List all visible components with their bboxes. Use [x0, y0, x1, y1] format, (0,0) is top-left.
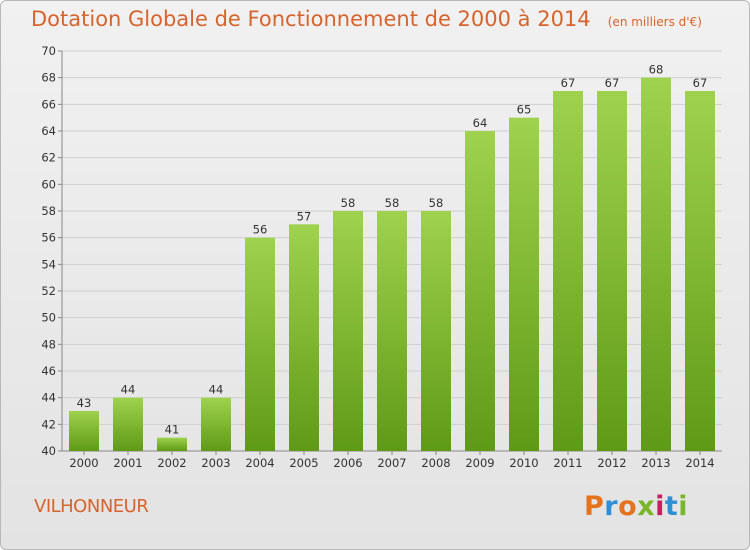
- data-label-2012: 67: [605, 76, 620, 90]
- y-tick-label: 58: [41, 204, 56, 218]
- bar-2012: [597, 91, 627, 451]
- data-label-2004: 56: [253, 223, 268, 237]
- chart-unit-note: (en milliers d'€): [607, 15, 702, 29]
- x-tick-label-2005: 2005: [289, 456, 318, 470]
- logo-letter: i: [655, 491, 665, 522]
- bar-2005: [289, 224, 319, 451]
- x-tick-label-2011: 2011: [553, 456, 582, 470]
- bar-2011: [553, 91, 583, 451]
- bar-2003: [201, 397, 231, 451]
- y-tick-label: 54: [41, 257, 56, 271]
- y-tick-label: 40: [41, 444, 56, 458]
- x-tick-label-2002: 2002: [157, 456, 186, 470]
- proxiti-logo: Proxiti: [584, 491, 688, 522]
- logo-letter: o: [618, 491, 638, 522]
- data-label-2002: 41: [165, 423, 180, 437]
- y-tick-label: 62: [41, 151, 56, 165]
- bar-2013: [641, 77, 671, 452]
- data-label-2000: 43: [77, 396, 92, 410]
- commune-name: VILHONNEUR: [34, 496, 149, 517]
- bar-2014: [685, 91, 715, 451]
- y-tick-label: 44: [41, 391, 56, 405]
- x-tick-label-2008: 2008: [421, 456, 450, 470]
- y-tick-label: 56: [41, 231, 56, 245]
- x-tick-label-2000: 2000: [69, 456, 98, 470]
- y-tick-label: 68: [41, 71, 56, 85]
- y-tick-label: 66: [41, 97, 56, 111]
- y-tick-label: 46: [41, 364, 56, 378]
- logo-letter: t: [664, 491, 679, 522]
- bar-2008: [421, 211, 451, 451]
- data-label-2014: 67: [693, 76, 708, 90]
- x-tick-label-2006: 2006: [333, 456, 362, 470]
- x-tick-label-2003: 2003: [201, 456, 230, 470]
- bar-2002: [157, 437, 187, 451]
- data-label-2007: 58: [385, 196, 400, 210]
- data-label-2010: 65: [517, 103, 532, 117]
- data-label-2006: 58: [341, 196, 356, 210]
- y-tick-label: 70: [41, 44, 56, 58]
- x-tick-label-2004: 2004: [245, 456, 274, 470]
- chart-header: Dotation Globale de Fonctionnement de 20…: [31, 7, 702, 31]
- data-label-2009: 64: [473, 116, 488, 130]
- logo-letter: i: [678, 491, 689, 522]
- logo-letter: P: [584, 491, 605, 522]
- x-tick-label-2013: 2013: [641, 456, 670, 470]
- data-label-2008: 58: [429, 196, 444, 210]
- bar-2010: [509, 117, 539, 452]
- data-label-2003: 44: [209, 383, 224, 397]
- bar-2000: [69, 411, 99, 451]
- data-label-2005: 57: [297, 209, 312, 223]
- y-tick-label: 42: [41, 417, 56, 431]
- x-tick-label-2012: 2012: [597, 456, 626, 470]
- bar-2007: [377, 211, 407, 451]
- bar-2001: [113, 397, 143, 451]
- x-tick-label-2001: 2001: [113, 456, 142, 470]
- x-tick-label-2007: 2007: [377, 456, 406, 470]
- y-tick-label: 50: [41, 311, 56, 325]
- logo-letter: x: [637, 491, 656, 522]
- y-tick-label: 64: [41, 124, 56, 138]
- y-tick-label: 60: [41, 177, 56, 191]
- y-tick-label: 52: [41, 284, 56, 298]
- y-tick-label: 48: [41, 337, 56, 351]
- chart-title: Dotation Globale de Fonctionnement de 20…: [31, 7, 591, 31]
- data-label-2013: 68: [649, 63, 664, 77]
- logo-letter: r: [604, 491, 619, 522]
- data-label-2011: 67: [561, 76, 576, 90]
- x-tick-label-2014: 2014: [685, 456, 714, 470]
- bar-2006: [333, 211, 363, 451]
- bar-2009: [465, 131, 495, 451]
- data-label-2001: 44: [121, 383, 136, 397]
- x-tick-label-2010: 2010: [509, 456, 538, 470]
- bar-2004: [245, 237, 275, 451]
- x-tick-label-2009: 2009: [465, 456, 494, 470]
